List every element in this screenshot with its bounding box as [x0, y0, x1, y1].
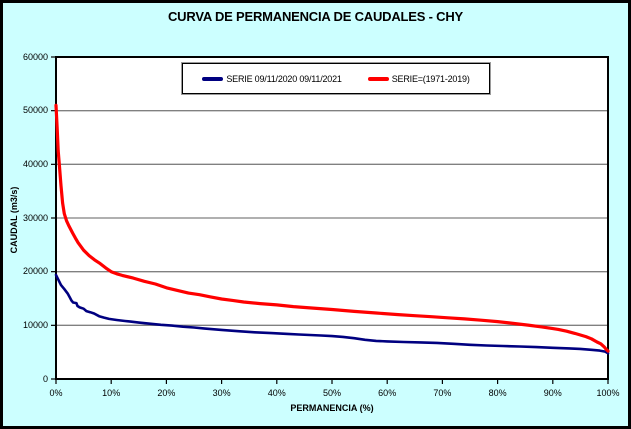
y-tick-label: 40000 — [22, 158, 48, 169]
plot-svg — [51, 56, 610, 384]
legend-label: SERIE=(1971-2019) — [391, 73, 470, 84]
y-axis-title: CAUDAL (m3/s) — [9, 186, 19, 254]
x-tick-label: 100% — [596, 388, 620, 398]
series-line-red — [54, 103, 610, 353]
x-tick-label: 50% — [322, 388, 342, 398]
y-tick-label: 0 — [42, 373, 48, 384]
x-tick-label: 30% — [212, 388, 231, 398]
legend-line-swatch-blue — [202, 76, 224, 81]
y-tick-label: 20000 — [22, 266, 48, 277]
series-line-blue — [54, 273, 610, 355]
x-tick-label: 80% — [488, 388, 507, 398]
x-tick-label: 60% — [378, 388, 397, 398]
legend-entry-serie-1971-2019: SERIE=(1971-2019) — [367, 73, 470, 84]
x-axis-title: PERMANENCIA (%) — [290, 403, 374, 413]
y-tick-label: 60000 — [22, 51, 48, 62]
legend-label: SERIE 09/11/2020 09/11/2021 — [226, 73, 342, 84]
x-tick-label: 10% — [102, 388, 121, 398]
x-tick-label: 90% — [543, 388, 562, 398]
x-tick-label: 70% — [433, 388, 452, 398]
y-tick-label: 10000 — [22, 319, 48, 330]
y-tick-label: 50000 — [22, 105, 48, 116]
x-tick-label: 0% — [49, 388, 63, 398]
x-tick-label: 40% — [267, 388, 286, 398]
plot-border — [55, 56, 609, 380]
y-tick-label: 30000 — [22, 212, 48, 223]
legend: SERIE 09/11/2020 09/11/2021 SERIE=(1971-… — [182, 63, 490, 94]
legend-line-swatch-red — [367, 76, 389, 81]
chart-title: CURVA DE PERMANENCIA DE CAUDALES - CHY — [167, 9, 464, 24]
x-tick-label: 20% — [157, 388, 176, 398]
legend-entry-serie-2020-2021: SERIE 09/11/2020 09/11/2021 — [202, 73, 342, 84]
